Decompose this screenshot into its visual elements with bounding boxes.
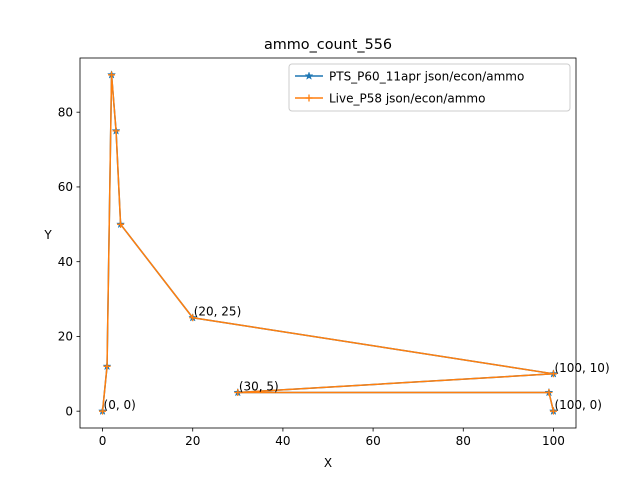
data-point xyxy=(545,388,553,396)
legend-label: PTS_P60_11apr json/econ/ammo xyxy=(329,69,524,83)
data-point xyxy=(189,314,197,322)
y-tick-label: 60 xyxy=(58,180,73,194)
legend-item-1: Live_P58 json/econ/ammo xyxy=(295,91,485,105)
point-annotation: (0, 0) xyxy=(104,398,136,412)
data-point xyxy=(549,370,557,378)
point-annotation: (20, 25) xyxy=(194,305,242,319)
x-axis: 0 20 40 60 80 100 xyxy=(99,428,565,448)
chart-title: ammo_count_556 xyxy=(264,37,392,53)
x-tick-label: 100 xyxy=(542,434,565,448)
series-1 xyxy=(99,71,557,415)
y-axis-label: Y xyxy=(43,228,52,242)
x-tick-label: 0 xyxy=(99,434,107,448)
series-line xyxy=(101,74,555,412)
x-tick-label: 60 xyxy=(365,434,380,448)
data-point xyxy=(99,407,107,415)
point-annotation: (100, 10) xyxy=(554,361,609,375)
y-tick-label: 40 xyxy=(58,255,73,269)
x-tick-label: 80 xyxy=(456,434,471,448)
legend-label: Live_P58 json/econ/ammo xyxy=(329,91,485,105)
y-tick-label: 80 xyxy=(58,105,73,119)
axes-frame xyxy=(79,57,577,429)
legend-marker xyxy=(305,94,313,102)
plot-area: (0, 0) (20, 25) (100, 10) (30, 5) (100, 0) xyxy=(98,70,610,416)
x-tick-label: 40 xyxy=(275,434,290,448)
legend: PTS_P60_11apr json/econ/ammo Live_P58 jso… xyxy=(288,63,571,112)
legend-marker xyxy=(304,71,314,80)
legend-box xyxy=(288,63,571,112)
data-point xyxy=(117,220,125,228)
data-point xyxy=(108,71,116,79)
y-axis: 0 20 40 60 80 xyxy=(58,105,80,418)
y-tick-label: 20 xyxy=(58,330,73,344)
point-annotation: (100, 0) xyxy=(554,398,602,412)
y-tick-label: 0 xyxy=(65,404,73,418)
data-point xyxy=(112,127,120,135)
data-point xyxy=(234,388,242,396)
x-axis-label: X xyxy=(324,456,332,470)
point-annotation: (30, 5) xyxy=(239,379,279,393)
legend-item-0: PTS_P60_11apr json/econ/ammo xyxy=(295,69,524,83)
x-tick-label: 20 xyxy=(185,434,200,448)
data-point xyxy=(549,407,557,415)
data-point xyxy=(103,362,111,370)
